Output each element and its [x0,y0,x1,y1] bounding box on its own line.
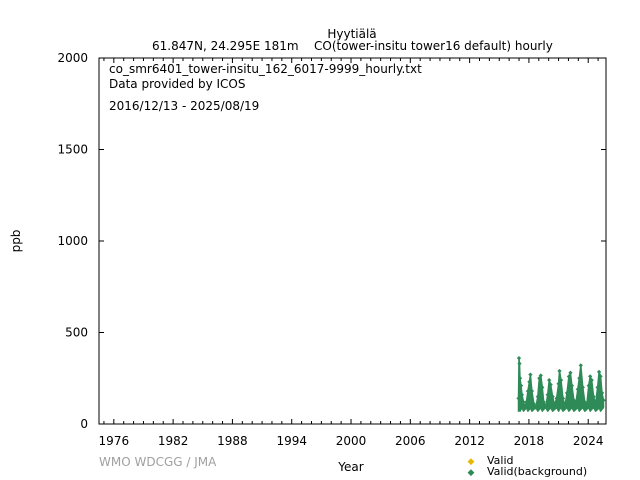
data-point [519,392,525,397]
data-point [543,404,548,409]
data-point [556,381,561,386]
data-point [545,392,550,397]
data-point [591,394,596,399]
data-point [554,396,559,401]
data-point [550,394,555,399]
data-point [564,390,570,395]
data-point [588,374,593,379]
y-tick-label: 1000 [57,234,88,248]
x-tick-label: 1982 [158,434,189,448]
y-tick-label: 1500 [57,143,88,157]
data-point [533,405,538,410]
y-axis-label: ppb [9,230,23,253]
data-point [552,402,557,407]
data-point [517,361,522,366]
y-tick-label: 500 [65,326,88,340]
y-tick-label: 2000 [57,51,88,65]
series-band [517,357,605,412]
data-point [540,385,545,390]
data-point [566,374,572,379]
data-point [573,400,579,406]
data-point [548,382,553,387]
data-points [516,356,606,412]
x-tick-label: 2018 [514,434,545,448]
legend-background-label: Valid(background) [487,465,587,478]
data-point [580,385,585,390]
y-ticks: 0 500 1000 1500 2000 [57,51,606,431]
data-point [558,377,564,383]
x-ticks: 1976 1982 1988 1994 2000 2006 2012 2018 2024 [99,58,604,448]
data-point [584,403,589,408]
data-point [522,404,528,409]
x-tick-label: 1976 [99,434,130,448]
credit-text: WMO WDCGG / JMA [99,455,217,469]
legend: ◆ Valid ◆ Valid(background) [468,454,588,478]
data-point [569,383,575,388]
data-point [516,356,522,361]
x-tick-label: 2000 [336,434,367,448]
data-point [521,399,526,405]
data-point [582,399,587,405]
x-axis-label: Year [337,460,363,474]
data-point [525,388,531,394]
data-point [535,394,540,399]
legend-valid-marker: ◆ [468,457,475,467]
data-point [595,385,600,390]
data-point [517,376,523,381]
data-point [524,399,529,405]
chart-station: Hyytiälä [327,27,376,41]
data-point [596,369,602,374]
data-point [568,370,573,375]
data-point [528,372,533,377]
chart-species: CO(tower-insitu tower16 default) hourly [314,39,553,53]
data-point [578,363,583,368]
legend-background-marker: ◆ [468,468,475,478]
legend-valid-label: Valid [487,454,514,467]
x-tick-label: 1988 [217,434,248,448]
data-point [557,368,562,374]
data-point [560,396,566,401]
data-point [529,388,535,394]
x-tick-label: 2012 [454,434,485,448]
x-tick-label: 2006 [395,434,426,448]
info-filename: co_smr6401_tower-insitu_162_6017-9999_ho… [109,62,422,76]
data-point [601,398,606,403]
data-point [518,383,524,388]
info-period: 2016/12/13 - 2025/08/19 [109,99,259,113]
x-tick-label: 1994 [276,434,307,448]
data-point [541,399,546,405]
data-point [599,390,605,396]
info-provider: Data provided by ICOS [109,77,245,91]
data-point [538,373,543,378]
data-point [562,403,568,408]
x-tick-label: 2024 [573,434,604,448]
chart-coords: 61.847N, 24.295E 181m [152,39,299,53]
data-point [547,377,552,383]
y-tick-label: 0 [80,417,88,431]
data-point [575,387,580,392]
